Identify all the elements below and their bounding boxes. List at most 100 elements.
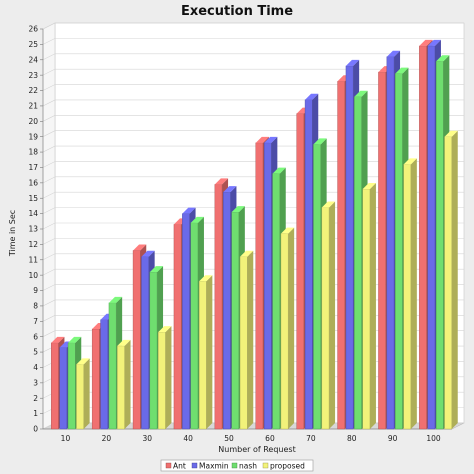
y-tick-label: 14 <box>28 209 38 218</box>
y-tick-label: 26 <box>28 25 38 34</box>
bar-top-maxmin-90 <box>386 50 401 57</box>
bar-side-proposed-60 <box>288 227 295 429</box>
bar-top-proposed-10 <box>76 358 90 365</box>
legend-label-nash: nash <box>239 461 257 470</box>
bar-top-proposed-20 <box>117 339 131 346</box>
bar-ant-50 <box>214 184 223 430</box>
bar-nash-80 <box>354 96 362 430</box>
bar-nash-60 <box>272 173 280 430</box>
bar-side-proposed-30 <box>165 326 172 429</box>
bar-proposed-10 <box>76 364 84 430</box>
bar-top-nash-30 <box>149 266 164 273</box>
bar-ant-40 <box>173 224 182 430</box>
bar-top-maxmin-100 <box>427 39 441 46</box>
bar-top-nash-60 <box>272 167 286 174</box>
y-tick-label: 19 <box>28 132 38 141</box>
y-tick-label: 1 <box>33 409 38 418</box>
y-tick-label: 10 <box>28 271 38 280</box>
y-gridline-side <box>42 68 56 76</box>
legend-label-maxmin: Maxmin <box>199 461 229 470</box>
bar-top-maxmin-80 <box>345 59 360 66</box>
bar-maxmin-30 <box>141 256 149 430</box>
y-tick-label: 2 <box>33 394 38 403</box>
bar-side-proposed-90 <box>410 158 417 429</box>
y-tick-label: 0 <box>33 425 38 434</box>
y-tick-label: 17 <box>28 163 38 172</box>
bar-maxmin-10 <box>59 347 68 430</box>
bar-proposed-60 <box>280 233 289 430</box>
y-tick-label: 18 <box>28 148 38 157</box>
legend-label-proposed: proposed <box>270 461 305 470</box>
y-gridline-side <box>42 176 56 184</box>
bar-maxmin-40 <box>182 213 190 430</box>
bar-side-proposed-40 <box>206 275 213 429</box>
x-tick-label: 30 <box>142 434 152 443</box>
bar-top-ant-10 <box>51 336 65 343</box>
bar-top-proposed-60 <box>280 227 295 234</box>
y-gridline-side <box>42 268 56 276</box>
y-gridline-side <box>42 145 56 153</box>
x-tick-label: 80 <box>347 434 357 443</box>
bar-proposed-100 <box>444 136 452 430</box>
bar-top-proposed-30 <box>158 326 172 333</box>
y-tick-label: 20 <box>28 117 38 126</box>
bar-side-proposed-20 <box>124 339 131 429</box>
bar-top-nash-50 <box>231 206 245 213</box>
y-gridline-side <box>42 115 56 122</box>
bar-nash-30 <box>149 271 158 430</box>
bar-nash-10 <box>67 342 76 430</box>
y-gridline-side <box>42 161 56 168</box>
bar-ant-10 <box>51 342 59 430</box>
bar-top-proposed-40 <box>199 275 213 282</box>
bar-maxmin-50 <box>223 191 231 430</box>
y-gridline-side <box>42 315 56 322</box>
legend: Ant Maxmin nash proposed <box>160 459 314 472</box>
y-gridline-side <box>42 222 56 230</box>
x-tick-label: 50 <box>224 434 234 443</box>
x-tick-label: 20 <box>102 434 112 443</box>
y-tick-label: 22 <box>28 86 38 95</box>
bar-top-nash-90 <box>395 67 409 74</box>
bar-nash-100 <box>435 61 444 430</box>
legend-swatch-nash <box>231 462 238 469</box>
bar-ant-70 <box>296 113 305 430</box>
y-gridline-side <box>42 207 56 214</box>
legend-swatch-ant <box>165 462 172 469</box>
y-tick-label: 25 <box>28 40 38 49</box>
x-tick-label: 70 <box>306 434 316 443</box>
y-gridline-side <box>42 191 56 199</box>
legend-swatch-maxmin <box>191 462 198 469</box>
x-tick-label: 90 <box>388 434 398 443</box>
bar-top-maxmin-70 <box>305 93 319 100</box>
bar-maxmin-20 <box>100 319 108 430</box>
y-tick-label: 4 <box>33 363 38 372</box>
bar-nash-90 <box>395 73 403 430</box>
y-tick-label: 3 <box>33 378 38 387</box>
bar-nash-40 <box>190 222 199 430</box>
bar-side-proposed-70 <box>329 201 336 429</box>
y-tick-label: 16 <box>28 178 38 187</box>
y-gridline-side <box>42 22 56 30</box>
y-gridline-side <box>42 238 56 245</box>
y-gridline-side <box>42 99 56 107</box>
bar-proposed-40 <box>198 281 207 430</box>
legend-label-ant: Ant <box>173 461 186 470</box>
bar-top-nash-100 <box>436 55 450 62</box>
bar-maxmin-100 <box>427 45 436 430</box>
x-axis-title: Number of Request <box>218 445 295 454</box>
bar-top-maxmin-40 <box>182 207 196 214</box>
x-tick-label: 100 <box>426 434 441 443</box>
bar-top-ant-100 <box>419 39 433 46</box>
x-tick-label: 40 <box>183 434 193 443</box>
bar-ant-60 <box>255 142 264 430</box>
y-tick-label: 7 <box>33 317 38 326</box>
bar-maxmin-60 <box>263 142 272 430</box>
bar-top-ant-60 <box>255 136 269 143</box>
bar-side-proposed-80 <box>369 183 376 429</box>
bar-ant-100 <box>419 45 427 430</box>
bar-nash-20 <box>108 302 117 430</box>
y-tick-label: 21 <box>28 102 38 111</box>
y-tick-label: 24 <box>28 55 38 64</box>
x-tick-label: 10 <box>61 434 71 443</box>
y-gridline-side <box>42 53 56 61</box>
